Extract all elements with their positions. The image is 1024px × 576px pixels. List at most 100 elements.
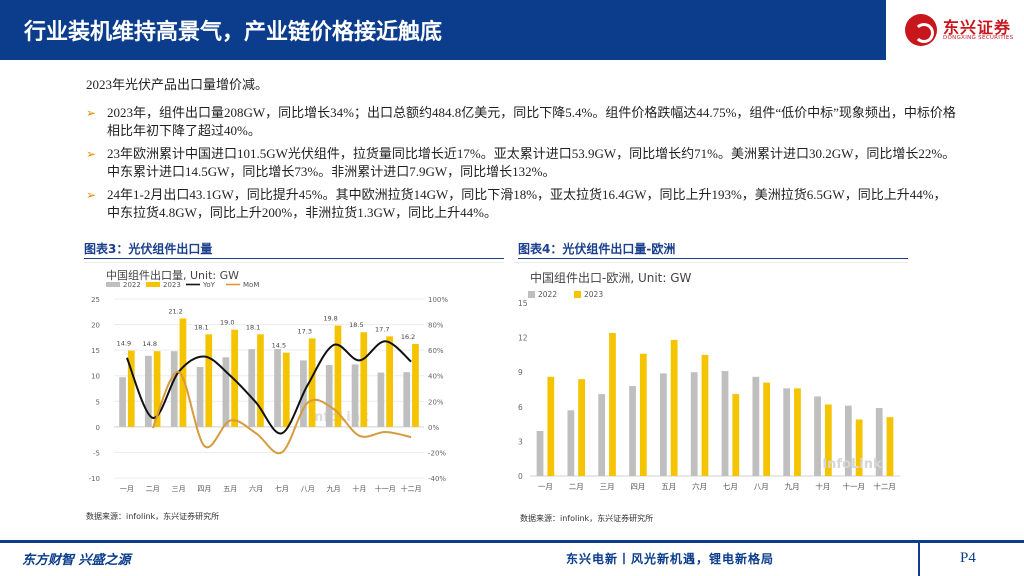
bar-2023 xyxy=(205,334,213,427)
y2-tick-label: 0% xyxy=(428,424,439,432)
line-yoy xyxy=(125,340,412,435)
figure-underline-left xyxy=(84,258,504,259)
company-logo: 东兴证券 DONGXING SECURITIES xyxy=(905,10,1015,50)
bar-2023 xyxy=(231,329,238,427)
source-note-left: 数据来源：infolink，东兴证券研究所 xyxy=(86,512,220,521)
y-tick-label: 3 xyxy=(518,437,523,446)
bar-2023 xyxy=(639,353,647,476)
header-bar xyxy=(0,0,886,60)
legend-label: MoM xyxy=(243,281,259,289)
bar-2022 xyxy=(119,377,126,427)
data-label: 14.8 xyxy=(143,340,157,348)
data-label: 18.1 xyxy=(246,323,260,331)
y2-tick-label: 40% xyxy=(428,373,444,381)
figure-label-left: 图表3：光伏组件出口量 xyxy=(84,242,213,256)
y-tick-label: 6 xyxy=(518,403,523,412)
y2-tick-label: 60% xyxy=(428,347,444,355)
logo-name: 东兴证券 xyxy=(943,18,1012,37)
bar-2022 xyxy=(351,364,359,427)
bar-2023 xyxy=(609,332,616,476)
bar-2022 xyxy=(274,349,281,427)
bar-2023 xyxy=(547,376,555,476)
bullet-item: ➢ 24年1-2月出口43.1GW，同比提升45%。其中欧洲拉货14GW，同比下… xyxy=(86,186,956,222)
figure-underline-right xyxy=(518,258,908,259)
bar-2022 xyxy=(814,396,821,476)
bullet-item: ➢ 2023年，组件出口量208GW，同比增长34%；出口总额约484.8亿美元… xyxy=(86,104,956,140)
legend-swatch xyxy=(146,282,160,287)
chart-panel-left: 中国组件出口量, Unit: GW 25 20 15 10 5 0 -5 -10 100% 80%… xyxy=(84,262,504,502)
chart-title: 中国组件出口量, Unit: GW xyxy=(106,269,239,282)
bar-2022 xyxy=(659,373,667,476)
bar-2023 xyxy=(855,419,863,476)
figure-label-right: 图表4：光伏组件出口量-欧洲 xyxy=(518,242,676,256)
bar-2023 xyxy=(308,338,316,427)
bullet-text: 24年1-2月出口43.1GW，同比提升45%。其中欧洲拉货14GW，同比下滑1… xyxy=(107,187,947,220)
x-tick-label: 七月 xyxy=(275,484,289,493)
bar-2023 xyxy=(412,344,419,427)
chart-title: 中国组件出口-欧洲, Unit: GW xyxy=(530,271,692,285)
bar-2023 xyxy=(153,351,161,427)
x-tick-label: 九月 xyxy=(785,482,800,491)
x-tick-label: 八月 xyxy=(301,485,315,493)
footer-rule xyxy=(0,540,1024,543)
legend-label: 2023 xyxy=(163,281,181,289)
bar-2023 xyxy=(763,382,771,476)
bar-2022 xyxy=(248,349,256,427)
legend-label: 2022 xyxy=(123,281,141,289)
bar-2023 xyxy=(179,318,187,427)
x-tick-label: 一月 xyxy=(120,485,134,493)
y2-tick-label: 20% xyxy=(428,398,444,406)
bar-2022 xyxy=(403,372,411,427)
bar-2022 xyxy=(377,372,385,427)
bar-2023 xyxy=(334,325,342,427)
y-tick-label: 5 xyxy=(96,398,100,406)
x-tick-label: 十月 xyxy=(815,481,830,491)
bar-2023 xyxy=(127,350,135,427)
y-tick-label: 25 xyxy=(91,296,100,304)
bar-2022 xyxy=(170,351,178,427)
bar-2022 xyxy=(325,364,333,427)
bar-2023 xyxy=(886,417,894,476)
y-tick-label: 12 xyxy=(518,334,528,343)
bullet-text: 23年欧洲累计中国进口101.5GW光伏组件，拉货量同比增长近17%。亚太累计进… xyxy=(107,146,956,179)
x-tick-label: 十二月 xyxy=(873,481,896,491)
y-tick-label: 0 xyxy=(96,424,100,432)
y-tick-label: 15 xyxy=(91,347,100,355)
page-title: 行业装机维持高景气，产业链价格接近触底 xyxy=(24,20,443,45)
legend-swatch xyxy=(106,282,120,287)
chart-left-svg: 25 20 15 10 5 0 -5 -10 100% 80% 60% 40% 20% 0% -20% -40… xyxy=(89,281,449,493)
y-tick-label: 9 xyxy=(518,368,523,377)
x-tick-label: 十二月 xyxy=(401,484,422,493)
source-note-right: 数据来源：infolink，东兴证券研究所 xyxy=(520,514,654,523)
x-tick-label: 七月 xyxy=(723,482,738,491)
bar-2022 xyxy=(690,372,698,476)
x-tick-label: 二月 xyxy=(569,482,584,491)
x-tick-label: 六月 xyxy=(692,481,707,491)
data-label: 14.5 xyxy=(272,342,286,350)
logo-name-en: DONGXING SECURITIES xyxy=(943,35,1014,41)
x-tick-label: 五月 xyxy=(661,482,676,491)
legend-label: 2022 xyxy=(538,290,557,299)
x-tick-label: 六月 xyxy=(249,484,263,493)
x-tick-label: 五月 xyxy=(223,485,237,493)
bullet-item: ➢ 23年欧洲累计中国进口101.5GW光伏组件，拉货量同比增长近17%。亚太累… xyxy=(86,145,956,181)
data-label: 18.1 xyxy=(194,323,208,331)
arrow-bullet-icon: ➢ xyxy=(86,188,97,202)
header-bar-edge xyxy=(862,0,886,60)
bar-2022 xyxy=(598,394,606,476)
arrow-bullet-icon: ➢ xyxy=(86,106,97,120)
y-tick-label: -10 xyxy=(89,475,100,483)
footer-separator xyxy=(918,543,920,576)
x-tick-label: 八月 xyxy=(754,482,769,491)
chart-right-svg: 15 12 9 6 3 0 InfoLink 一月 二月 三月 四月 五月 六月 七月 八月 九月 十月 十一月十… xyxy=(518,290,900,491)
y-tick-label: 20 xyxy=(91,322,100,330)
bar-2022 xyxy=(629,386,636,476)
y-tick-label: 15 xyxy=(518,299,528,308)
bullet-text: 2023年，组件出口量208GW，同比增长34%；出口总额约484.8亿美元，同… xyxy=(107,105,956,138)
data-label: 16.2 xyxy=(401,333,415,341)
bar-2022 xyxy=(721,371,729,476)
bar-2022 xyxy=(196,367,204,427)
y2-tick-label: -40% xyxy=(428,475,446,483)
data-label: 21.2 xyxy=(168,307,182,315)
bar-2022 xyxy=(875,407,883,476)
